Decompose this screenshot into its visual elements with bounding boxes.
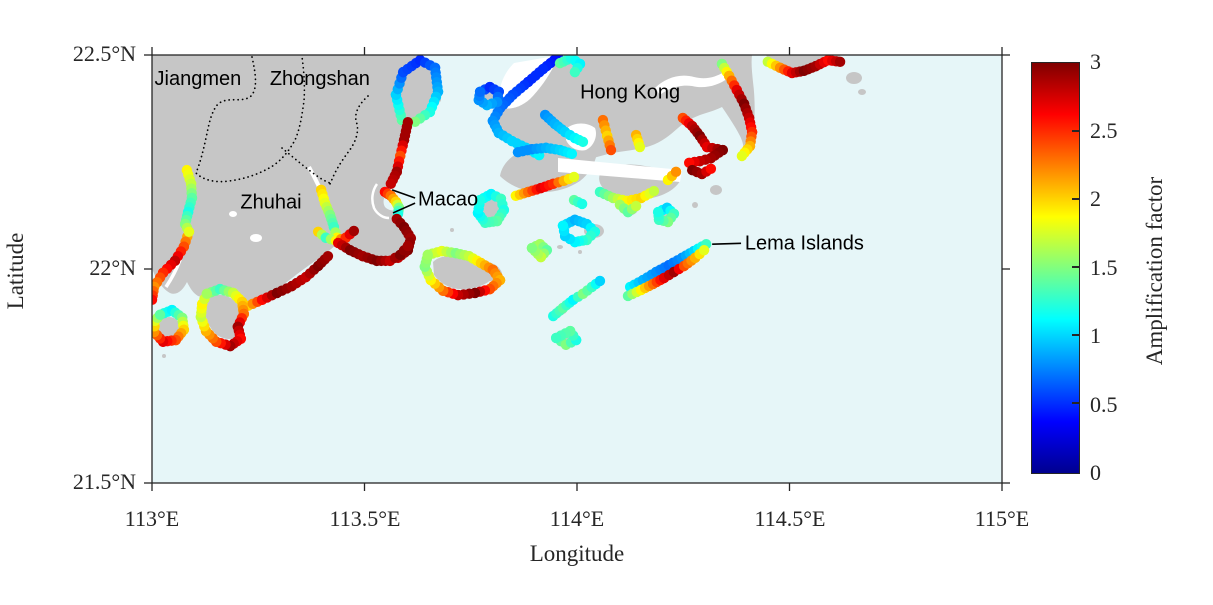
admin-boundaries <box>195 56 369 185</box>
colorbar-tick-0.5: 0.5 <box>1090 392 1118 417</box>
annotation-line-lema-islands <box>712 242 742 245</box>
colorbar-tickmark <box>1072 198 1079 200</box>
annotation-label-lema-islands: Lema Islands <box>745 232 864 254</box>
colorbar-tickmark <box>1072 402 1079 404</box>
colorbar-tick-0: 0 <box>1090 460 1101 485</box>
channel-ring-core <box>482 198 500 218</box>
colorbar-tickmark <box>1072 266 1079 268</box>
colorbar-tick-3: 3 <box>1090 49 1101 74</box>
map-annotations: Macao Lema Islands <box>391 188 864 254</box>
y-tick-22.5N: 22.5°N <box>72 41 136 66</box>
colorbar-tick-1: 1 <box>1090 323 1101 348</box>
map-label-jiangmen: Jiangmen <box>155 68 242 90</box>
x-tick-114E: 114°E <box>549 506 605 531</box>
x-axis-label: Longitude <box>529 541 625 566</box>
amplification-scatter <box>152 55 846 352</box>
y-axis-label: Latitude <box>3 232 28 310</box>
boundary-zhuhai <box>281 147 334 185</box>
colorbar <box>1031 62 1080 474</box>
colorbar-tick-2: 2 <box>1090 186 1101 211</box>
boundary-jiangmen-zhongshan <box>195 56 306 183</box>
map-label-zhuhai: Zhuhai <box>240 191 301 213</box>
y-tick-21.5N: 21.5°N <box>72 469 136 494</box>
ring-island-core <box>158 317 180 337</box>
axes-frame <box>144 47 1010 491</box>
loop-island-core <box>204 294 241 339</box>
river-patch <box>250 234 262 242</box>
colorbar-tickmark <box>1072 334 1079 336</box>
tolo-harbour <box>655 72 728 95</box>
map-label-hong-kong: Hong Kong <box>580 81 680 103</box>
map-label-zhongshan: Zhongshan <box>270 68 370 90</box>
map-labels: Jiangmen Zhongshan Zhuhai Hong Kong <box>155 68 681 213</box>
colorbar-tickmark <box>1072 130 1079 132</box>
mainland-west <box>152 55 419 304</box>
colorbar-label: Amplification factor <box>1142 176 1167 366</box>
x-tick-113E: 113°E <box>124 506 180 531</box>
x-tick-115E: 115°E <box>974 506 1030 531</box>
macao-border-outline <box>371 183 390 220</box>
annotation-line-macao <box>392 202 416 214</box>
tick-marks <box>144 47 1010 491</box>
map-layer: Jiangmen Zhongshan Zhuhai Hong Kong Macao Le… <box>152 55 1002 483</box>
boundary-zhongshan-east <box>329 95 369 185</box>
victoria-harbour <box>558 158 682 182</box>
x-tick-114.5E: 114.5°E <box>754 506 826 531</box>
river-patch <box>229 211 237 217</box>
colorbar-tick-1.5: 1.5 <box>1090 255 1118 280</box>
colorbar-tick-2.5: 2.5 <box>1090 118 1118 143</box>
annotation-label-macao: Macao <box>418 188 478 210</box>
x-tick-113.5E: 113.5°E <box>329 506 401 531</box>
annotation-line-macao <box>391 189 416 199</box>
y-tick-22N: 22°N <box>89 255 136 280</box>
